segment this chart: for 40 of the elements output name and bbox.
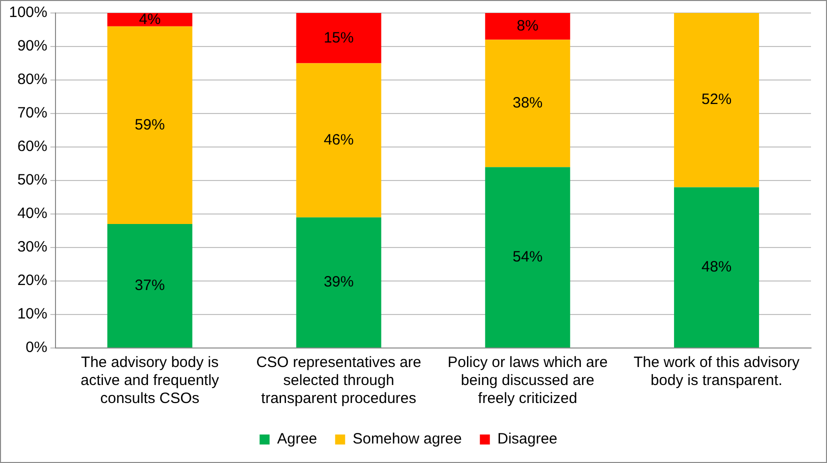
y-tick-label: 70% <box>17 104 48 122</box>
data-label: 39% <box>324 274 354 291</box>
x-tick-label: CSO representatives are selected through transparent procedures <box>256 354 422 408</box>
y-tick-label: 100% <box>8 4 48 22</box>
data-label: 15% <box>324 29 354 46</box>
data-label: 37% <box>134 276 165 294</box>
data-label: 8% <box>516 18 538 35</box>
data-label: 52% <box>702 91 732 108</box>
y-tick-label: 10% <box>17 306 48 323</box>
bar <box>485 13 570 40</box>
y-tick-label: 30% <box>17 238 48 256</box>
y-tick-label: 90% <box>17 38 48 55</box>
bar <box>674 13 760 188</box>
bar <box>485 167 570 348</box>
bar <box>107 26 192 224</box>
x-tick-label: Policy or laws which are being discussed are freely criticized <box>448 354 608 408</box>
bar <box>296 217 382 348</box>
bar <box>296 13 382 64</box>
y-tick-label: 80% <box>17 71 48 88</box>
data-label: 38% <box>512 94 543 112</box>
bar <box>296 63 382 218</box>
bar <box>107 224 192 348</box>
data-label: 4% <box>138 10 161 28</box>
legend-label: Agree <box>277 430 318 448</box>
y-tick-label: 40% <box>17 205 48 222</box>
bar <box>674 187 760 348</box>
data-label: 59% <box>134 116 165 134</box>
y-tick-label: 60% <box>17 138 48 156</box>
data-label: 48% <box>702 258 732 276</box>
x-tick-label: The work of this advisory body is transparent. <box>634 354 800 390</box>
bar <box>107 13 192 26</box>
y-tick-label: 0% <box>26 339 48 356</box>
legend-label: Disagree <box>497 430 558 448</box>
data-label: 54% <box>512 248 543 266</box>
legend-label: Somehow agree <box>352 430 462 448</box>
y-tick-label: 50% <box>17 172 48 189</box>
y-tick-label: 20% <box>17 272 48 290</box>
x-tick-label: The advisory body is active and frequently consults CSOs <box>80 354 220 408</box>
data-label: 46% <box>324 131 354 148</box>
bar <box>485 40 570 168</box>
